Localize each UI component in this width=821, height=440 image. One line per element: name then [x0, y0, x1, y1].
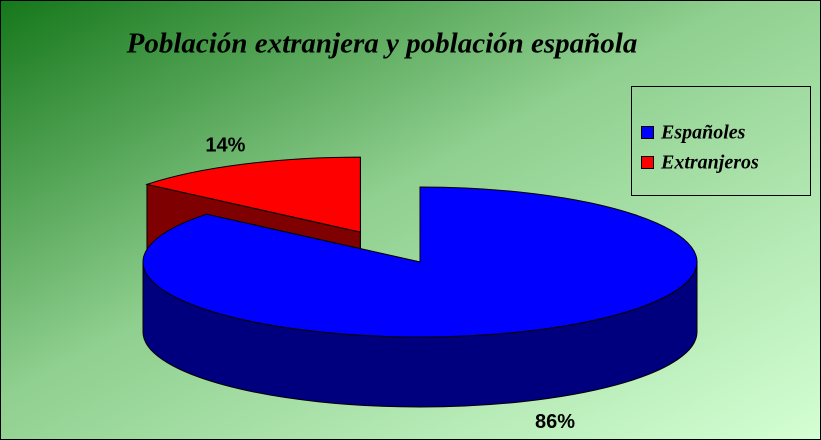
slice-top — [142, 186, 698, 338]
chart-title: Población extranjera y población español… — [126, 28, 638, 60]
data-label: 86% — [535, 411, 575, 433]
legend-swatch — [641, 126, 654, 139]
legend-box — [631, 86, 811, 196]
pie: 86% 14% — [142, 134, 698, 433]
data-label: 14% — [205, 134, 245, 156]
legend-label: Españoles — [660, 122, 746, 144]
legend: Españoles Extranjeros — [641, 122, 759, 174]
legend-swatch — [641, 156, 654, 169]
slice-top — [145, 156, 361, 233]
legend-label: Extranjeros — [660, 152, 759, 174]
